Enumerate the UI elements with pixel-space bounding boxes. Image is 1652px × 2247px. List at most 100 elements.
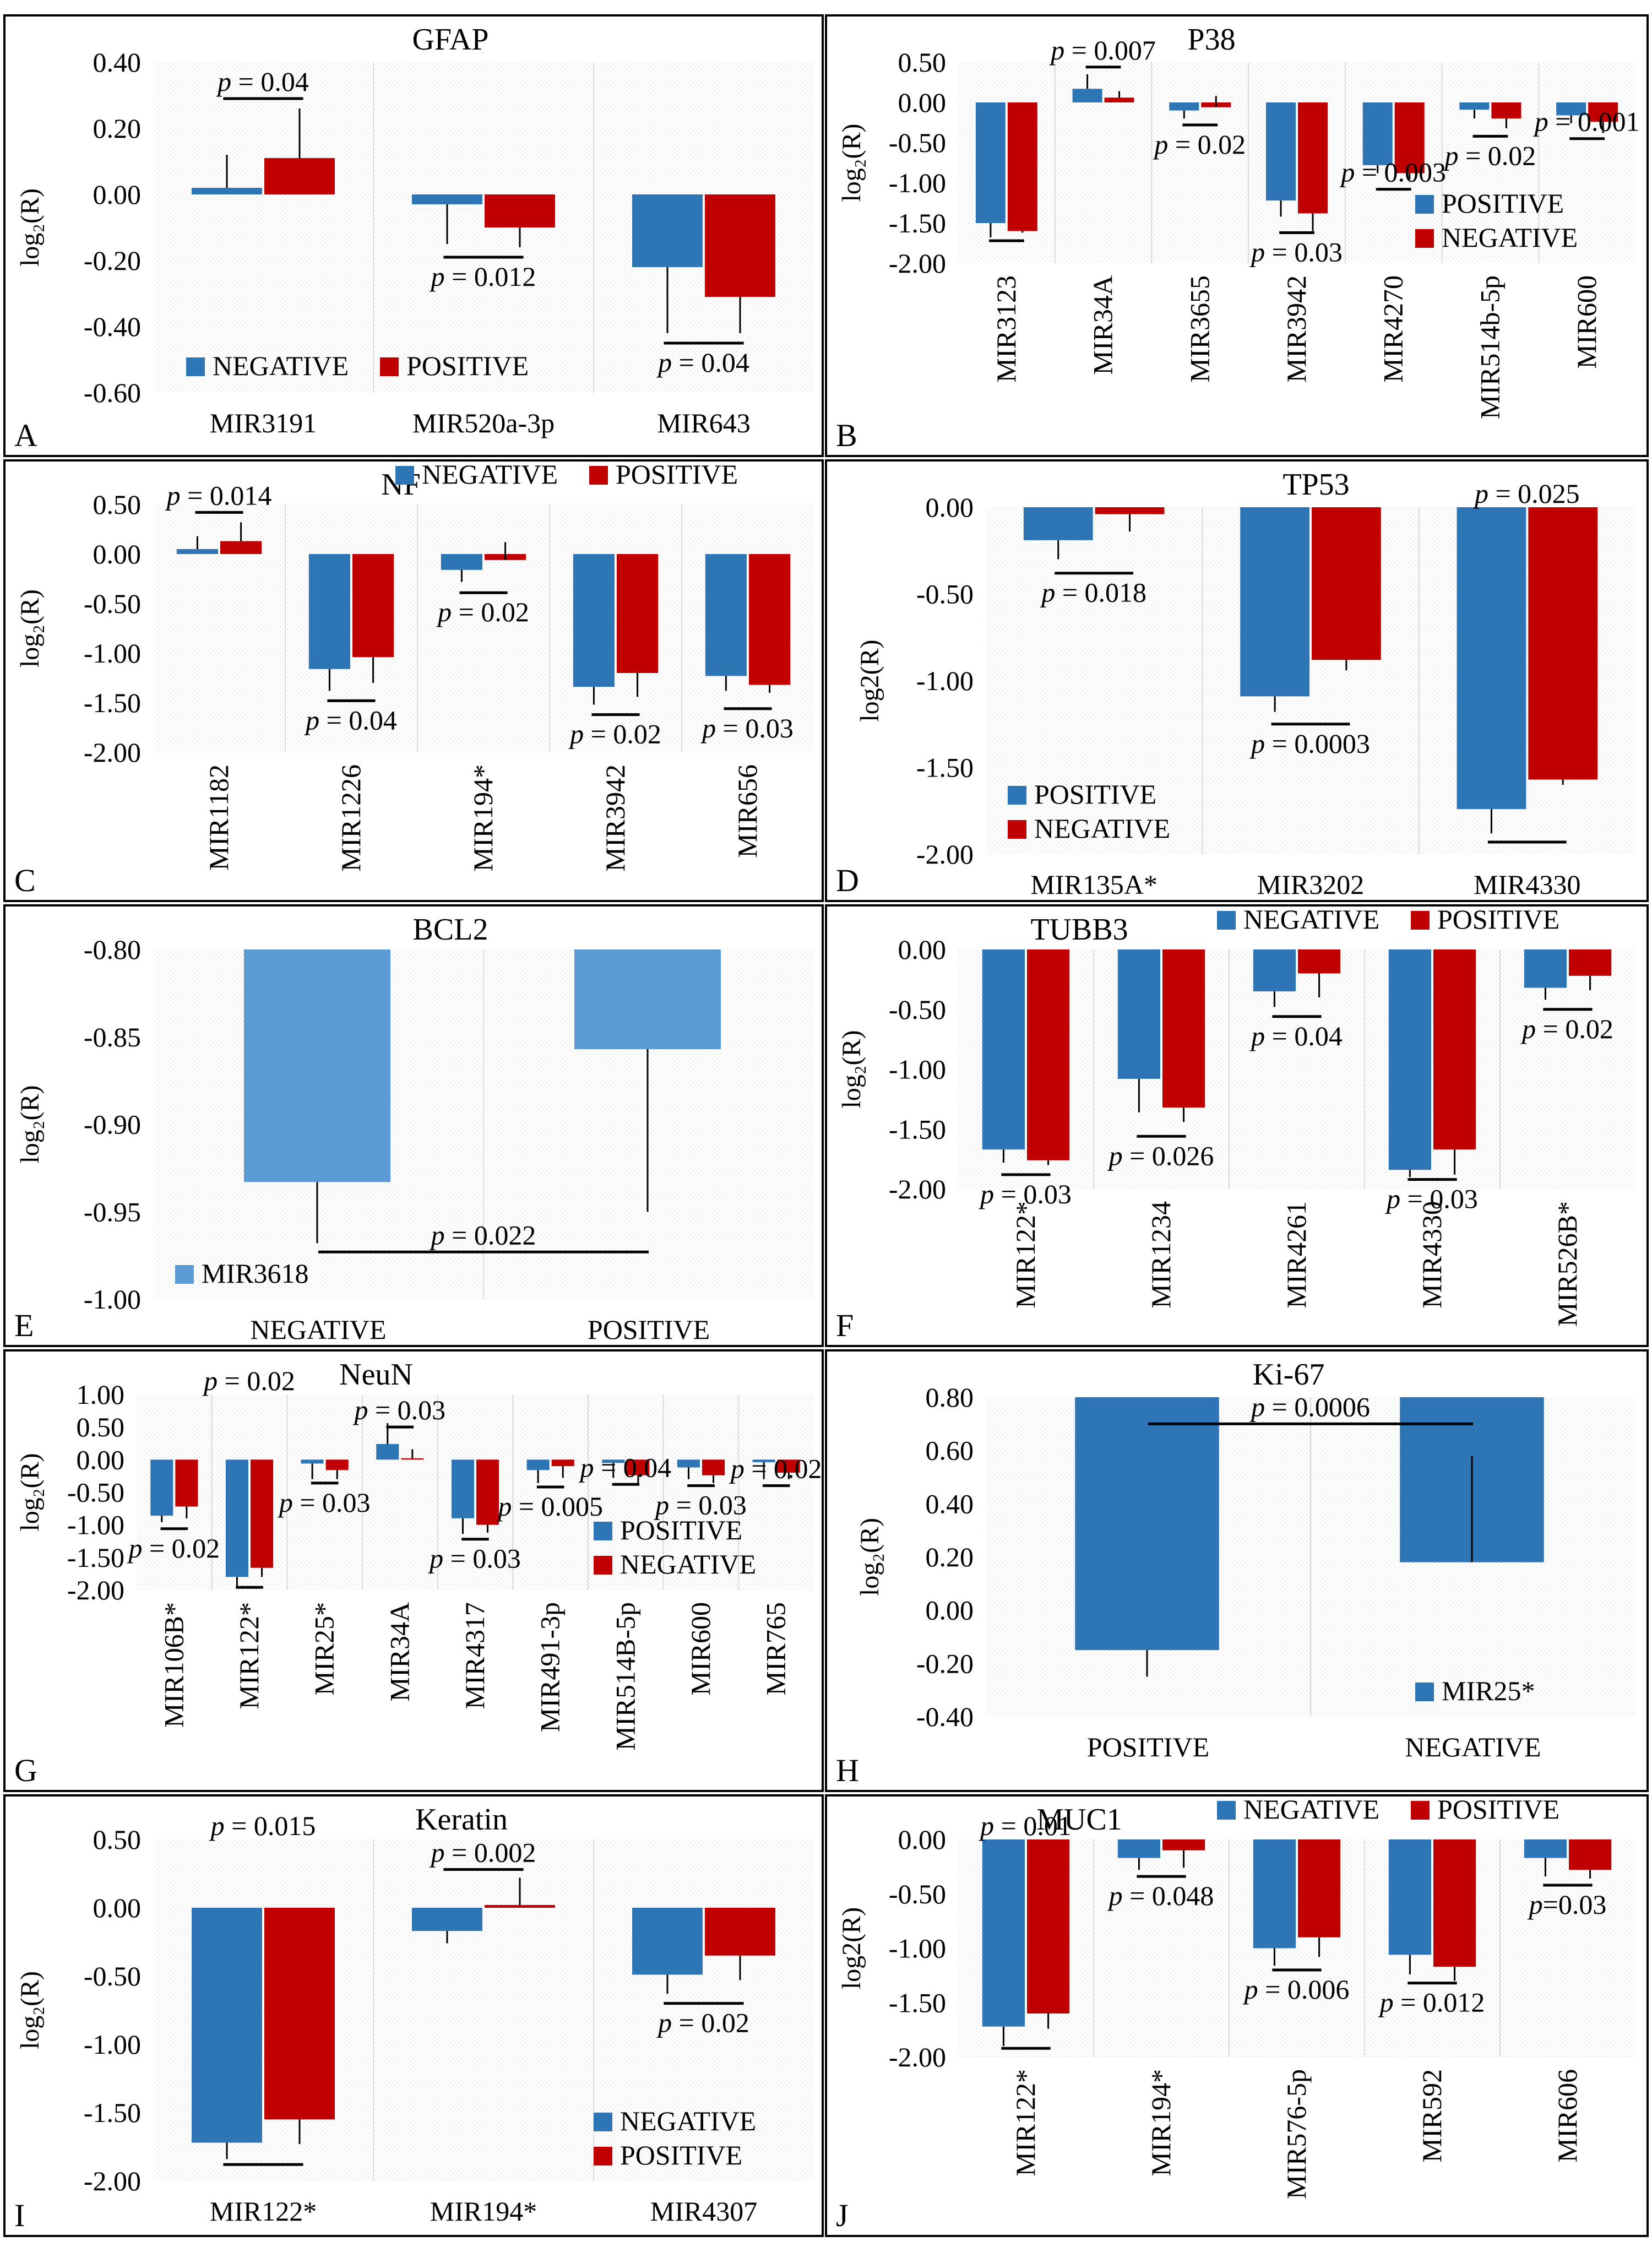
legend-label: NEGATIVE	[1243, 904, 1379, 935]
y-tick-label: -1.00	[67, 1510, 124, 1540]
panel-i: 0.50 0.00 -0.50 -1.00 -1.50 -2.00 log₂(R) Kerat…	[3, 1794, 824, 2237]
y-tick-label: -2.00	[889, 248, 946, 279]
bar-negative	[551, 1459, 574, 1467]
y-tick-label: -0.50	[67, 1477, 124, 1508]
legend-label: MIR25*	[1442, 1675, 1535, 1706]
x-tick-label: MIR106B*	[158, 1602, 189, 1728]
y-tick-label: 0.00	[898, 87, 947, 118]
bar-positive	[1569, 1839, 1612, 1870]
p-value-label: p = 0.01	[979, 1810, 1072, 1841]
bar-positive	[1162, 1839, 1205, 1850]
y-tick-label: -0.80	[84, 934, 141, 965]
chart-title: MUC1	[1036, 1803, 1122, 1837]
bar-negative	[192, 1908, 262, 2143]
y-tick-label: -1.00	[84, 2029, 141, 2060]
legend-swatch	[175, 1265, 194, 1284]
bar-mir25*	[1075, 1397, 1219, 1651]
legend-swatch	[1217, 911, 1236, 930]
bar-positive	[1023, 507, 1093, 540]
y-axis-label: log₂(R)	[15, 1453, 45, 1531]
p-value-label: p = 0.012	[1378, 1987, 1485, 2018]
p-value-label: p = 0.02	[436, 596, 529, 627]
bar-positive	[526, 1459, 550, 1470]
p-value-label: p = 0.022	[430, 1219, 536, 1250]
bar-positive	[1162, 949, 1205, 1108]
bar-negative	[1524, 949, 1567, 988]
y-tick-label: -0.40	[916, 1701, 974, 1732]
y-tick-label: 0.00	[898, 934, 947, 965]
plot-area	[958, 1839, 1635, 2057]
y-axis-label: log₂(R)	[15, 188, 45, 267]
chart-title: NeuN	[339, 1358, 413, 1392]
bar-negative	[702, 1459, 725, 1475]
bar-negative	[982, 1839, 1025, 2027]
legend-label: POSITIVE	[620, 2140, 742, 2170]
x-tick-label: MIR765	[760, 1602, 791, 1695]
bar-positive	[617, 554, 659, 673]
x-tick-label: MIR25*	[309, 1602, 340, 1695]
bar-positive	[1266, 102, 1296, 201]
x-tick-label: MIR600	[685, 1602, 716, 1695]
bar-positive	[749, 554, 791, 685]
chart-title: BCL2	[413, 913, 488, 947]
bar-mir3618	[244, 949, 390, 1182]
legend-swatch	[594, 2147, 612, 2165]
y-tick-label: -0.20	[84, 245, 141, 276]
legend-swatch	[594, 1556, 612, 1575]
bar-positive	[301, 1459, 324, 1464]
chart-title: TP53	[1283, 468, 1349, 502]
bar-positive	[485, 194, 555, 227]
chart-title: TUBB3	[1030, 913, 1128, 947]
bar-negative	[1253, 1839, 1296, 1949]
y-tick-label: -0.50	[889, 994, 946, 1025]
y-tick-label: -2.00	[916, 839, 974, 870]
legend-swatch	[1415, 1682, 1434, 1701]
y-axis-label: log2(R)	[837, 1907, 866, 1989]
legend-label: NEGATIVE	[1034, 813, 1170, 844]
x-tick-label: MIR3202	[1257, 869, 1364, 900]
p-value-label: p = 0.007	[1049, 35, 1156, 66]
y-tick-label: 0.00	[77, 1444, 125, 1475]
bar-positive	[376, 1443, 399, 1460]
panel-letter: D	[836, 862, 859, 898]
y-axis-label: log₂(R)	[15, 589, 45, 667]
p-value-label: p=0.03	[1528, 1889, 1607, 1920]
legend-label: POSITIVE	[1442, 188, 1564, 219]
x-tick-label: MIR606	[1552, 2069, 1583, 2162]
y-tick-label: -0.95	[84, 1196, 141, 1227]
y-tick-label: -0.50	[889, 127, 946, 158]
panel-letter: F	[836, 1307, 854, 1343]
bar-negative	[705, 554, 747, 676]
plot-area	[153, 1839, 814, 2181]
bar-positive	[1457, 507, 1526, 810]
legend-label: NEGATIVE	[1243, 1794, 1379, 1825]
x-tick-label: MIR34A	[1088, 275, 1118, 375]
p-value-label: p = 0.02	[1153, 129, 1246, 160]
bar-positive	[1027, 949, 1070, 1160]
p-value-label: p = 0.03	[278, 1487, 371, 1518]
bar-positive	[220, 541, 262, 554]
legend-label: POSITIVE	[1437, 904, 1559, 935]
panel-letter: J	[836, 2197, 849, 2233]
y-tick-label: -0.40	[84, 311, 141, 342]
p-value-label: p = 0.006	[1243, 1974, 1350, 2005]
bar-positive	[1240, 507, 1309, 697]
x-tick-label: MIR4307	[650, 2196, 757, 2227]
x-tick-label: MIR122*	[1010, 1201, 1041, 1308]
x-tick-label: NEGATIVE	[250, 1314, 386, 1345]
x-tick-label: MIR3942	[600, 764, 631, 871]
p-value-label: p = 0.02	[127, 1533, 220, 1564]
y-tick-label: 0.00	[93, 179, 142, 210]
y-tick-label: -0.85	[84, 1022, 141, 1052]
chart-title: GFAP	[412, 23, 488, 57]
y-tick-label: -1.50	[84, 2097, 141, 2128]
legend-label: MIR3618	[202, 1258, 308, 1289]
y-tick-label: 0.60	[926, 1435, 974, 1466]
legend-swatch	[1217, 1801, 1236, 1820]
p-value-label: p = 0.03	[1249, 237, 1343, 268]
legend-swatch	[380, 357, 399, 376]
y-tick-label: -1.00	[84, 638, 141, 669]
y-axis-label: log2(R)	[855, 639, 884, 721]
x-tick-label: NEGATIVE	[1405, 1732, 1541, 1762]
